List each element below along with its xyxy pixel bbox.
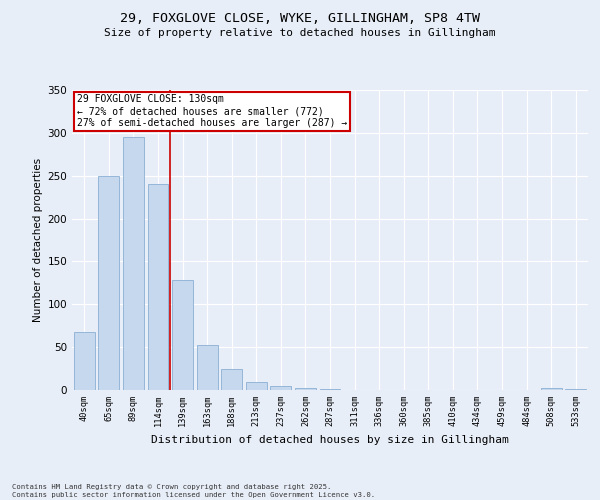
Bar xyxy=(295,388,316,390)
X-axis label: Distribution of detached houses by size in Gillingham: Distribution of detached houses by size … xyxy=(151,434,509,444)
Text: Size of property relative to detached houses in Gillingham: Size of property relative to detached ho… xyxy=(104,28,496,38)
Bar xyxy=(74,332,95,390)
Bar xyxy=(148,184,169,390)
Bar xyxy=(197,344,218,390)
Bar xyxy=(221,370,242,390)
Bar xyxy=(565,389,586,390)
Bar xyxy=(123,137,144,390)
Text: Contains HM Land Registry data © Crown copyright and database right 2025.
Contai: Contains HM Land Registry data © Crown c… xyxy=(12,484,375,498)
Text: 29, FOXGLOVE CLOSE, WYKE, GILLINGHAM, SP8 4TW: 29, FOXGLOVE CLOSE, WYKE, GILLINGHAM, SP… xyxy=(120,12,480,26)
Bar xyxy=(271,386,292,390)
Y-axis label: Number of detached properties: Number of detached properties xyxy=(33,158,43,322)
Text: 29 FOXGLOVE CLOSE: 130sqm
← 72% of detached houses are smaller (772)
27% of semi: 29 FOXGLOVE CLOSE: 130sqm ← 72% of detac… xyxy=(77,94,347,128)
Bar xyxy=(320,389,340,390)
Bar xyxy=(246,382,267,390)
Bar xyxy=(172,280,193,390)
Bar xyxy=(98,176,119,390)
Bar xyxy=(541,388,562,390)
